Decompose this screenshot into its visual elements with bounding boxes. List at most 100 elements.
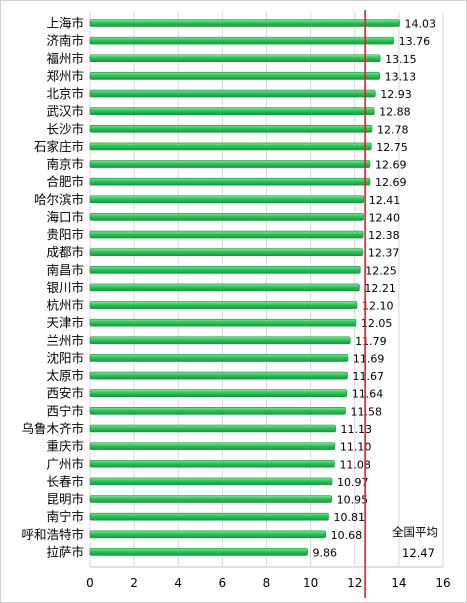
category-label: 南宁市 xyxy=(46,509,84,524)
value-label: 11.13 xyxy=(341,423,373,436)
bar xyxy=(89,195,365,204)
bar xyxy=(89,72,380,80)
bar xyxy=(89,142,372,151)
category-label: 重庆市 xyxy=(46,439,84,454)
bar xyxy=(89,177,371,186)
value-label: 12.10 xyxy=(362,300,394,313)
category-label: 乌鲁木齐市 xyxy=(21,421,84,436)
category-label: 天津市 xyxy=(46,315,84,330)
category-label: 长沙市 xyxy=(46,121,84,136)
bars-group xyxy=(89,19,400,556)
bar xyxy=(89,495,332,503)
bar xyxy=(89,54,381,63)
bar xyxy=(89,512,329,521)
category-label: 杭州市 xyxy=(46,298,84,313)
bar xyxy=(89,424,336,433)
value-label: 13.13 xyxy=(385,70,417,83)
bar xyxy=(89,36,394,45)
x-tick-label: 6 xyxy=(219,576,227,590)
bar xyxy=(89,248,364,256)
value-label: 11.64 xyxy=(352,388,384,401)
category-labels: 上海市济南市福州市郑州市北京市武汉市长沙市石家庄市南京市合肥市哈尔滨市海口市贵阳… xyxy=(21,16,84,560)
value-label: 12.38 xyxy=(368,229,400,242)
x-tick-label: 12 xyxy=(347,576,362,590)
category-label: 武汉市 xyxy=(46,104,84,119)
bar xyxy=(89,354,349,362)
category-label: 石家庄市 xyxy=(34,139,84,154)
category-label: 广州市 xyxy=(46,456,84,471)
bar xyxy=(89,107,375,115)
value-label: 10.81 xyxy=(333,511,365,524)
value-label: 10.68 xyxy=(331,529,363,542)
bar xyxy=(89,19,400,27)
category-label: 北京市 xyxy=(46,86,84,101)
value-label: 11.58 xyxy=(350,405,382,418)
value-label: 11.67 xyxy=(352,370,384,383)
bar xyxy=(89,301,358,309)
category-label: 沈阳市 xyxy=(46,350,84,365)
x-axis-ticks: 0 2 4 6 8 10 12 14 16 xyxy=(86,576,450,590)
value-label: 12.88 xyxy=(379,106,411,119)
category-label: 贵阳市 xyxy=(46,227,84,242)
bar xyxy=(89,318,357,327)
category-label: 成都市 xyxy=(46,245,84,260)
average-label: 全国平均 xyxy=(392,525,438,539)
x-tick-label: 14 xyxy=(391,576,406,590)
value-label: 12.41 xyxy=(369,194,401,207)
value-label: 13.15 xyxy=(385,53,417,66)
category-label: 西宁市 xyxy=(46,403,84,418)
reference-line-group: 全国平均 12.47 xyxy=(364,10,438,598)
category-label: 呼和浩特市 xyxy=(21,527,84,542)
x-tick-label: 8 xyxy=(263,576,271,590)
x-tick-label: 2 xyxy=(130,576,138,590)
value-label: 12.40 xyxy=(369,211,401,224)
x-tick-label: 10 xyxy=(303,576,318,590)
category-label: 南京市 xyxy=(46,157,84,172)
bar xyxy=(89,442,336,450)
value-label: 12.78 xyxy=(377,123,409,136)
value-label: 11.69 xyxy=(353,352,385,365)
value-label: 12.25 xyxy=(365,264,397,277)
value-label: 11.08 xyxy=(339,458,371,471)
category-label: 南昌市 xyxy=(46,262,84,277)
gridlines xyxy=(89,12,444,568)
bar xyxy=(89,371,348,380)
value-label: 12.75 xyxy=(376,141,408,154)
category-label: 兰州市 xyxy=(46,333,84,348)
bar xyxy=(89,477,333,486)
value-label: 10.97 xyxy=(337,476,369,489)
bar xyxy=(89,389,348,398)
value-label: 12.93 xyxy=(380,88,412,101)
value-label: 10.95 xyxy=(337,494,369,507)
x-tick-label: 16 xyxy=(435,576,450,590)
category-label: 合肥市 xyxy=(46,174,84,189)
category-label: 福州市 xyxy=(46,51,84,66)
value-label: 9.86 xyxy=(313,546,338,559)
category-label: 海口市 xyxy=(46,209,84,224)
x-tick-label: 0 xyxy=(86,576,94,590)
category-label: 济南市 xyxy=(46,33,84,48)
bar xyxy=(89,336,351,345)
value-label: 14.03 xyxy=(405,18,437,31)
value-label: 11.10 xyxy=(340,441,372,454)
value-label: 12.37 xyxy=(368,247,400,260)
value-label: 12.21 xyxy=(364,282,396,295)
category-label: 上海市 xyxy=(46,16,84,31)
value-label: 11.79 xyxy=(355,335,387,348)
bar xyxy=(89,213,364,221)
category-label: 郑州市 xyxy=(46,68,84,83)
bar xyxy=(89,89,376,98)
category-label: 哈尔滨市 xyxy=(34,192,84,207)
bar xyxy=(89,548,308,556)
category-label: 银川市 xyxy=(46,280,84,295)
category-label: 太原市 xyxy=(46,368,84,383)
category-label: 拉萨市 xyxy=(46,544,84,559)
category-label: 西安市 xyxy=(46,386,84,401)
value-labels: 14.03 13.76 13.15 13.13 12.93 12.88 12.78 12.75… xyxy=(313,18,437,560)
category-label: 长春市 xyxy=(46,474,84,489)
bar xyxy=(89,266,361,274)
bar xyxy=(89,160,371,168)
value-label: 12.69 xyxy=(375,176,407,189)
